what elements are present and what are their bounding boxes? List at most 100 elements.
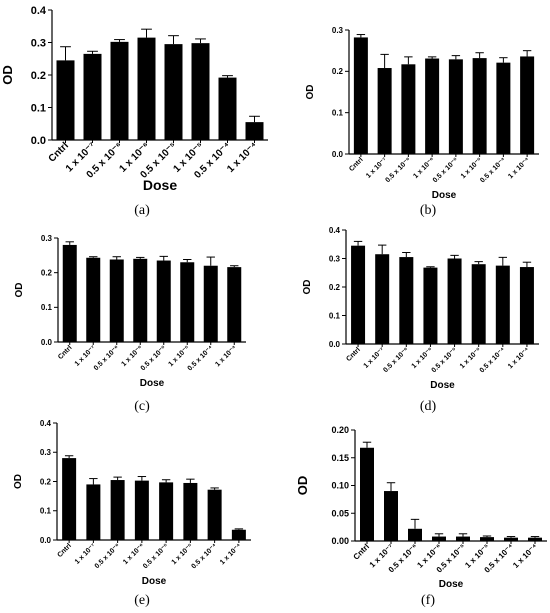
bar-f-5	[480, 537, 494, 541]
x-tick-label: 0.5 x 10⁻⁴	[479, 156, 507, 184]
x-tick-label: Cntrl	[352, 542, 372, 562]
y-tick-label: 0.1	[332, 108, 344, 117]
bar-b-5	[472, 58, 487, 154]
bar-e-7	[231, 529, 246, 540]
caption-b: (b)	[419, 203, 437, 218]
x-tick-label: 1 x 10⁻⁶	[411, 346, 435, 370]
x-tick-label: 0.5 x 10⁻⁵	[432, 156, 460, 184]
x-tick-label: 1 x 10⁻⁷	[365, 156, 388, 179]
x-tick-label: 0.5 x 10⁻⁶	[384, 156, 412, 184]
x-tick-label: Cntrl	[47, 140, 71, 164]
y-tick-label: 0.1	[31, 102, 46, 114]
bar-c-5	[180, 262, 195, 342]
bar-e-6	[207, 489, 222, 540]
y-axis-label: OD	[295, 476, 310, 496]
bar-d-3	[423, 267, 438, 344]
x-tick-label: Cntrl	[57, 344, 74, 361]
bar-a-3	[137, 37, 156, 140]
x-tick-label: 1 x 10⁻⁴	[219, 542, 243, 566]
x-tick-label: 1 x 10⁻⁴	[214, 344, 238, 368]
bar-f-1	[384, 491, 398, 541]
y-tick-label: 0.4	[31, 5, 47, 17]
x-tick-label: 1 x 10⁻⁶	[120, 344, 144, 368]
bar-a-4	[164, 44, 183, 140]
x-tick-label: 0.5 x 10⁻⁵	[431, 346, 459, 374]
bar-b-3	[425, 58, 440, 154]
x-axis-label: Dose	[439, 579, 464, 590]
bar-f-0	[360, 447, 374, 541]
bar-b-6	[496, 62, 511, 154]
x-tick-label: 1 x 10⁻⁴	[225, 140, 260, 175]
bar-b-2	[401, 64, 416, 154]
bar-a-7	[245, 122, 264, 140]
y-tick-label: 0.1	[41, 303, 53, 312]
bar-d-5	[471, 264, 486, 344]
x-tick-label: 1 x 10⁻⁴	[507, 346, 531, 370]
x-tick-label: 0.5 x 10⁻⁶	[93, 344, 121, 372]
y-tick-label: 0.2	[41, 268, 53, 277]
bar-a-6	[218, 77, 237, 140]
bar-d-2	[399, 257, 414, 344]
x-axis-label: Dose	[143, 177, 177, 193]
bar-f-4	[456, 536, 470, 541]
x-axis-label: Dose	[140, 378, 165, 389]
x-tick-label: 1 x 10⁻⁵	[171, 542, 195, 566]
y-axis-label: OD	[13, 474, 24, 489]
y-tick-label: 0.00	[331, 536, 349, 546]
x-tick-label: 0.5 x 10⁻⁴	[479, 346, 507, 374]
y-tick-label: 0.3	[329, 254, 341, 263]
bar-a-1	[83, 53, 102, 140]
y-axis-label: OD	[14, 283, 25, 298]
x-tick-label: 1 x 10⁻⁷	[74, 344, 97, 367]
y-tick-label: 0.15	[331, 453, 349, 463]
bar-e-5	[183, 482, 198, 540]
x-tick-label: 1 x 10⁻⁶	[122, 542, 146, 566]
y-tick-label: 0.0	[41, 338, 53, 347]
bar-e-3	[134, 480, 149, 540]
bar-b-7	[520, 56, 535, 154]
y-axis-label: OD	[0, 65, 15, 85]
y-tick-label: 0.3	[40, 448, 52, 457]
bar-d-6	[495, 265, 510, 344]
chart-panel-c: 0.0 0.1 0.2 0.3 OD Cntrl 1 x 10⁻⁷ 0.5 x 10⁻⁶ 1 x…	[0, 230, 275, 400]
x-tick-label: 0.5 x 10⁻⁵	[142, 542, 170, 570]
y-tick-label: 0.1	[329, 311, 341, 320]
x-tick-label: 0.5 x 10⁻⁶	[94, 542, 122, 570]
bar-f-6	[504, 537, 518, 541]
x-tick-label: 0.5 x 10⁻⁵	[140, 344, 168, 372]
bar-a-0	[56, 60, 75, 140]
caption-a: (a)	[134, 203, 150, 218]
x-tick-label: 1 x 10⁻⁵	[167, 344, 191, 368]
y-tick-label: 0.3	[41, 234, 53, 243]
bar-b-1	[377, 68, 392, 154]
bar-c-1	[86, 257, 101, 342]
y-axis-label: OD	[305, 85, 316, 100]
bar-e-4	[159, 482, 174, 540]
chart-svg-e: 0.0 0.1 0.2 0.3 0.4 OD Cntrl 1 x 10⁻⁷0.5 x 10⁻⁶…	[13, 419, 251, 587]
x-tick-label: 1 x 10⁻⁵	[460, 156, 484, 180]
chart-panel-e: 0.0 0.1 0.2 0.3 0.4 OD Cntrl 1 x 10⁻⁷ 0.5 x 10⁻⁶…	[0, 418, 275, 596]
y-tick-label: 0.0	[329, 340, 341, 349]
y-tick-label: 0.3	[31, 37, 46, 49]
y-tick-label: 0.0	[332, 150, 344, 159]
bar-f-7	[528, 537, 542, 541]
x-tick-label: 1 x 10⁻⁷	[74, 542, 97, 565]
x-tick-label: 0.5 x 10⁻⁴	[191, 542, 219, 570]
bar-c-3	[133, 258, 148, 342]
bar-a-5	[191, 43, 210, 140]
bar-a-2	[110, 41, 129, 140]
x-tick-label: 0.5 x 10⁻⁴	[187, 344, 215, 372]
x-axis-label: Dose	[142, 576, 167, 587]
bar-f-2	[408, 528, 422, 541]
bar-e-2	[110, 480, 125, 540]
caption-c: (c)	[134, 399, 150, 414]
bar-d-1	[375, 254, 390, 344]
bar-d-4	[447, 258, 462, 344]
x-tick-label: Cntrl	[345, 346, 362, 363]
x-tick-label: Cntrl	[348, 156, 365, 173]
bar-c-7	[227, 267, 242, 342]
